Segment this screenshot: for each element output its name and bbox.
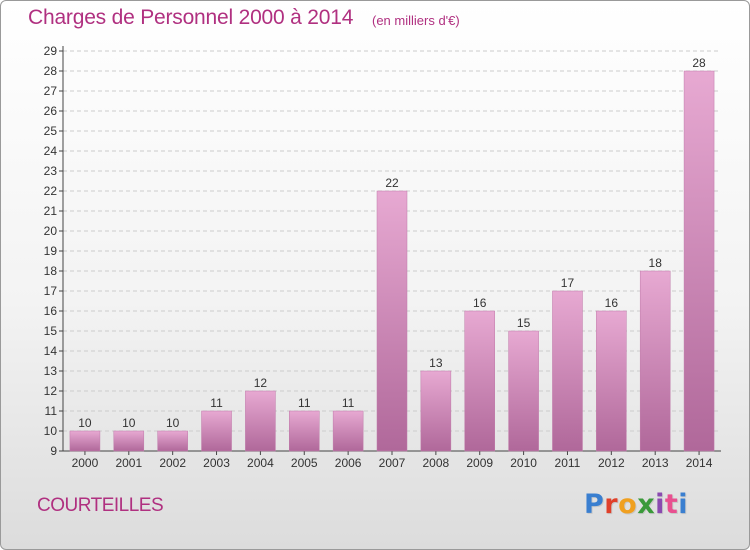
logo-letter: i [655, 489, 665, 520]
data-label: 10 [78, 416, 92, 430]
y-tick-labels: 9 10 11 12 13 14 15 16 17 18 19 20 21 22 23 24 25 26 27 28 2… [44, 44, 58, 458]
y-tick-label: 23 [44, 164, 58, 178]
x-tick-label: 2007 [379, 456, 406, 470]
bar [157, 430, 188, 452]
x-tick-label: 2013 [642, 456, 669, 470]
chart-title: Charges de Personnel 2000 à 2014 [28, 6, 354, 29]
y-tick-label: 18 [44, 264, 58, 278]
y-tick-label: 16 [44, 304, 58, 318]
data-label: 17 [561, 276, 575, 290]
y-tick-label: 28 [44, 64, 58, 78]
bar [508, 330, 539, 452]
bar [69, 430, 101, 452]
x-tick-label: 2003 [203, 456, 230, 470]
bar [289, 410, 320, 452]
x-tick-label: 2010 [510, 456, 537, 470]
data-label: 22 [385, 176, 399, 190]
y-tick-label: 14 [44, 344, 58, 358]
logo-letter: t [664, 489, 679, 520]
y-tick-label: 10 [44, 424, 58, 438]
x-tick-label: 2014 [686, 456, 713, 470]
x-tick-label: 2004 [247, 456, 274, 470]
x-tick-label: 2008 [423, 456, 450, 470]
x-tick-labels: 2000 2001 2002 2003 2004 2005 2006 2007 2008 2009… [72, 456, 713, 470]
x-tick-label: 2000 [72, 456, 99, 470]
x-tick-label: 2012 [598, 456, 625, 470]
bar [113, 430, 145, 452]
x-tick-label: 2001 [115, 456, 142, 470]
bar [639, 270, 671, 452]
x-tick-label: 2011 [555, 456, 581, 470]
data-label: 11 [298, 396, 311, 410]
y-tick-label: 29 [44, 44, 58, 58]
bar [420, 370, 452, 452]
proxiti-logo: Proxiti [584, 489, 688, 520]
data-label: 16 [473, 296, 487, 310]
x-tick-label: 2009 [466, 456, 493, 470]
x-tick-label: 2002 [159, 456, 186, 470]
bar [552, 290, 583, 452]
data-label: 18 [649, 256, 663, 270]
bar [596, 310, 627, 452]
bar [376, 190, 408, 452]
data-label: 10 [166, 416, 180, 430]
data-label: 11 [210, 396, 223, 410]
logo-letter: x [637, 489, 656, 520]
logo-letter: r [604, 489, 619, 520]
data-label: 12 [254, 376, 268, 390]
city-name: COURTEILLES [37, 495, 164, 516]
y-tick-label: 27 [44, 84, 58, 98]
bar [464, 310, 495, 452]
bars [69, 70, 715, 452]
data-label: 16 [605, 296, 619, 310]
y-tick-label: 26 [44, 104, 58, 118]
bar [683, 70, 715, 452]
y-tick-label: 12 [44, 384, 58, 398]
bar [245, 390, 276, 452]
y-tick-label: 15 [44, 324, 58, 338]
y-tick-label: 9 [50, 444, 57, 458]
y-tick-label: 13 [44, 364, 58, 378]
bar [201, 410, 232, 452]
data-labels: 10 10 10 11 12 11 11 22 13 16 15 17 16 18 28 [78, 56, 706, 430]
data-label: 13 [429, 356, 443, 370]
y-tick-label: 21 [44, 204, 58, 218]
y-tick-label: 11 [45, 404, 58, 418]
y-tick-label: 20 [44, 224, 58, 238]
logo-letter: o [618, 489, 638, 520]
data-label: 28 [692, 56, 706, 70]
y-tick-label: 24 [44, 144, 58, 158]
data-label: 15 [517, 316, 531, 330]
bar [332, 410, 364, 452]
logo-letter: i [678, 489, 689, 520]
y-tick-label: 19 [44, 244, 58, 258]
logo-letter: P [584, 489, 605, 520]
data-label: 10 [122, 416, 136, 430]
x-tick-label: 2006 [335, 456, 362, 470]
chart-subtitle: (en milliers d'€) [372, 13, 460, 28]
y-tick-label: 22 [44, 184, 58, 198]
y-tick-label: 25 [44, 124, 58, 138]
x-tick-label: 2005 [291, 456, 318, 470]
y-tick-label: 17 [44, 284, 58, 298]
data-label: 11 [342, 396, 355, 410]
